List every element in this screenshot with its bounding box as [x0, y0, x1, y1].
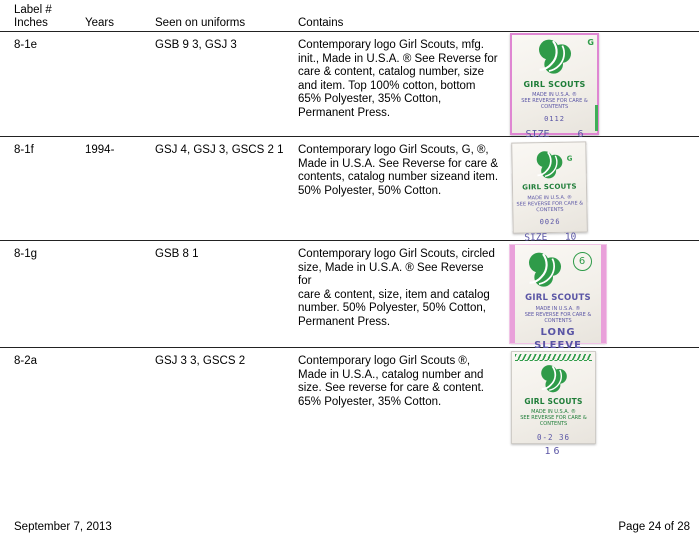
years-value: 1994-: [85, 144, 115, 156]
table-header: Label # Inches Years Seen on uniforms Co…: [0, 0, 699, 32]
circled-size-badge: 6: [572, 252, 592, 271]
girl-scouts-trefoil-icon: [536, 151, 562, 179]
label-number: 8-2a: [14, 355, 38, 367]
tag-catalog-number: 0026: [539, 217, 561, 226]
seen-on-uniforms-value: GSB 9 3, GSJ 3: [155, 39, 237, 51]
footer-page-number: Page 24 of 28: [618, 521, 690, 533]
uniform-tag-photo-short-sleeve: G GIRL SCOUTS MADE IN U.S.A. ® SEE REVER…: [511, 141, 588, 257]
tag-brand-text: GIRL SCOUTS: [525, 293, 591, 303]
table-row: 8-1f 1994- GSJ 4, GSJ 3, GSCS 2 1 Contem…: [0, 137, 699, 257]
contains-text: Contemporary logo Girl Scouts, circled s…: [298, 248, 495, 328]
g-mark: G: [566, 154, 573, 163]
tag-reverse-text: SEE REVERSE FOR CARE & CONTENTS: [524, 311, 592, 324]
tag-photo-cell: 6 GIRL SCOUTS MADE IN U.S.A. ® SEE REVER…: [510, 241, 691, 367]
column-header-spacer: [510, 30, 691, 31]
tag-reverse-text: SEE REVERSE FOR CARE & CONTENTS: [521, 97, 588, 110]
table-row: 8-2a GSJ 3 3, GSCS 2 Contemporary logo G…: [0, 348, 699, 498]
contains-text: Contemporary logo Girl Scouts, G, ®, Mad…: [298, 144, 499, 197]
contains-text: Contemporary logo Girl Scouts, mfg. init…: [298, 39, 498, 119]
tag-size-value: 10: [564, 231, 577, 243]
label-number: 8-1f: [14, 144, 34, 156]
tag-brand-text: GIRL SCOUTS: [523, 80, 586, 89]
tag-photo-cell: GIRL SCOUTS MADE IN U.S.A. ® SEE REVERSE…: [510, 348, 691, 498]
table-row: 8-1g GSB 8 1 Contemporary logo Girl Scou…: [0, 241, 699, 367]
g-mark: G: [587, 38, 594, 47]
uniform-tag-photo-jumper: G GIRL SCOUTS MADE IN U.S.A. ® SEE REVER…: [510, 33, 599, 154]
tag-brand-text: GIRL SCOUTS: [522, 182, 577, 192]
label-number: 8-1g: [14, 248, 38, 260]
seen-on-uniforms-value: GSJ 4, GSJ 3, GSCS 2 1: [155, 144, 284, 156]
contains-text: Contemporary logo Girl Scouts ®, Made in…: [298, 355, 485, 408]
years-value: [85, 348, 155, 498]
tag-catalog-number: 0112: [544, 114, 565, 123]
tag-made-in-text: MADE IN U.S.A. ®: [532, 91, 577, 98]
column-header-seen-on-uniforms: Seen on uniforms: [155, 17, 246, 29]
girl-scouts-trefoil-icon: [528, 252, 561, 287]
tag-size-label: SIZE: [525, 129, 550, 140]
tag-size-label: SIZE: [524, 232, 548, 244]
label-number: 8-1e: [14, 39, 38, 51]
uniform-tag-photo-long-sleeve: 6 GIRL SCOUTS MADE IN U.S.A. ® SEE REVER…: [510, 245, 606, 367]
tag-top-row: 6: [515, 245, 601, 290]
page-footer: September 7, 2013 Page 24 of 28: [14, 521, 690, 533]
tag-size-value: 6: [577, 129, 584, 140]
tag-green-edge: [595, 105, 598, 131]
tag-made-in-text: MADE IN U.S.A. ®: [535, 305, 581, 312]
tag-size-row: SIZE 10: [524, 231, 576, 245]
seen-on-uniforms-value: GSB 8 1: [155, 248, 199, 260]
tag-reverse-text: SEE REVERSE FOR CARE & CONTENTS: [516, 199, 584, 213]
tag-item-name: LONG SLEEVE: [534, 326, 582, 352]
stitching-border: [515, 354, 592, 361]
column-header-contains: Contains: [298, 17, 344, 29]
tag-size-value: 16: [544, 446, 563, 457]
girl-scouts-trefoil-icon: [540, 365, 567, 393]
tag-size-row: SIZE 6: [526, 128, 584, 142]
footer-date: September 7, 2013: [14, 521, 112, 533]
girl-scouts-trefoil-icon: [538, 39, 571, 74]
tag-photo-cell: G GIRL SCOUTS MADE IN U.S.A. ® SEE REVER…: [510, 32, 691, 154]
table-row: 8-1e GSB 9 3, GSJ 3 Contemporary logo Gi…: [0, 32, 699, 154]
tag-catalog-number: 0-2 36: [536, 432, 571, 442]
column-header-label-line1: Label #: [14, 4, 52, 16]
tag-made-in-text: MADE IN U.S.A. ®: [531, 408, 576, 415]
tag-photo-cell: G GIRL SCOUTS MADE IN U.S.A. ® SEE REVER…: [510, 137, 691, 257]
column-header-label-inches: Label # Inches: [14, 4, 85, 31]
seen-on-uniforms-value: GSJ 3 3, GSCS 2: [155, 355, 246, 367]
tag-reverse-text: SEE REVERSE FOR CARE & CONTENTS: [520, 414, 587, 427]
years-value: [85, 241, 155, 347]
tag-brand-text: GIRL SCOUTS: [524, 397, 583, 406]
uniform-tag-photo-size-16: GIRL SCOUTS MADE IN U.S.A. ® SEE REVERSE…: [511, 351, 596, 457]
column-header-label-line2: Inches: [14, 17, 48, 29]
years-value: [85, 32, 155, 136]
column-header-years: Years: [85, 17, 114, 29]
